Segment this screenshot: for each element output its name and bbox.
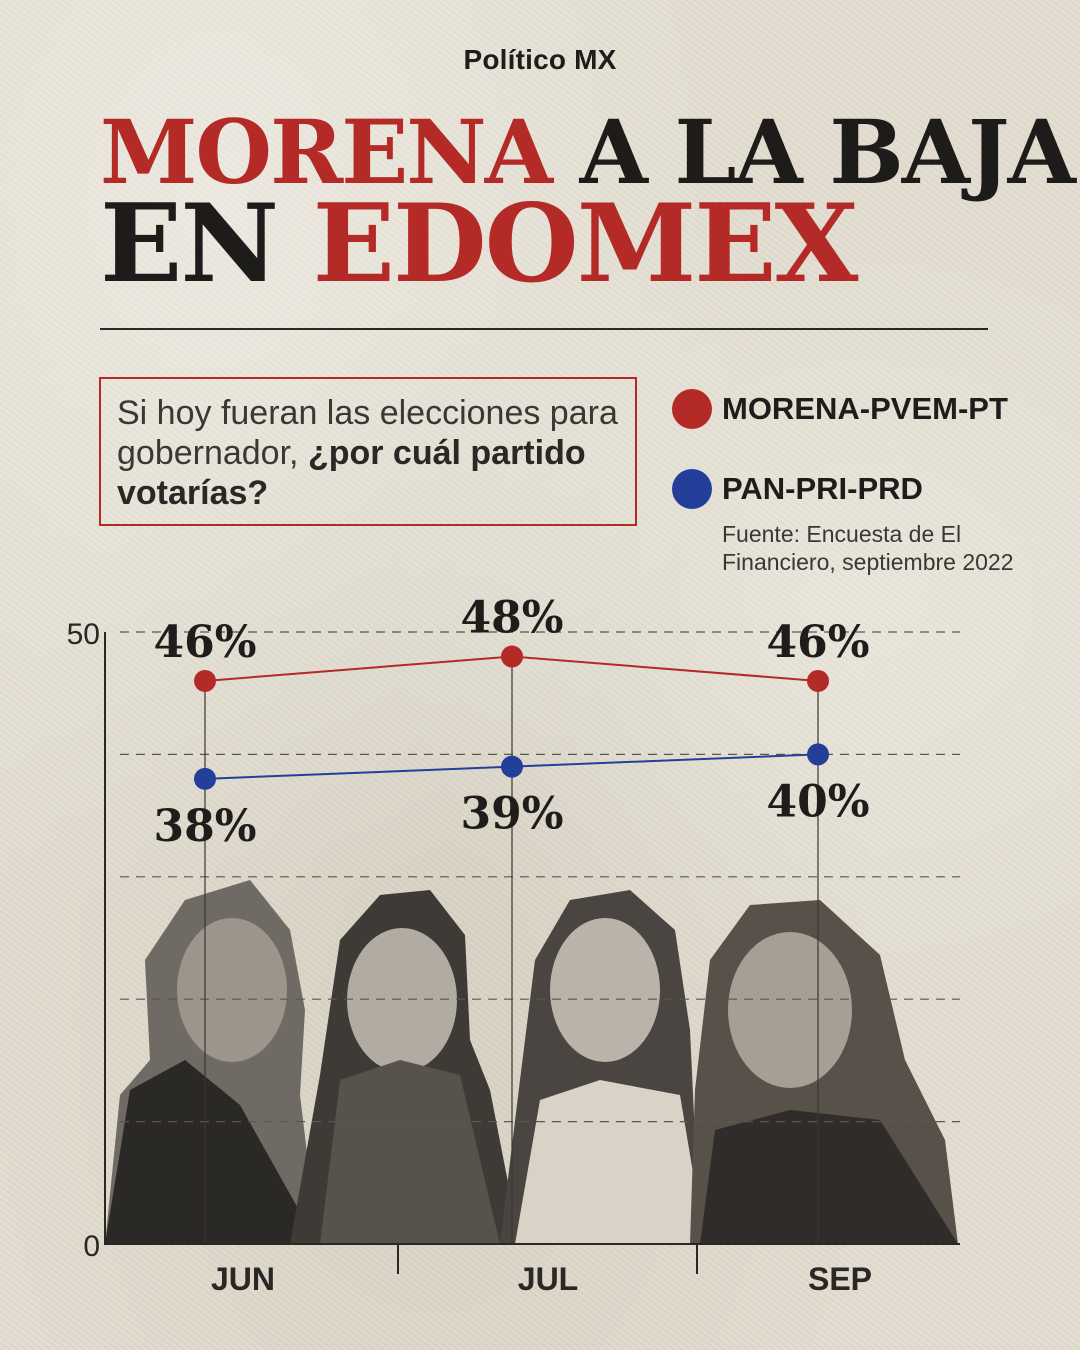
legend-label-pan: PAN-PRI-PRD <box>722 471 923 506</box>
x-tick-label-sep: SEP <box>808 1261 872 1297</box>
headline-divider <box>100 328 988 330</box>
data-label-pan-jul: 39% <box>460 789 563 840</box>
legend-label-morena: MORENA-PVEM-PT <box>722 391 1008 426</box>
headline-word-edomex: EDOMEX <box>312 181 859 307</box>
source-label: Fuente: <box>722 521 800 547</box>
headline-word-en: EN <box>100 181 279 307</box>
data-label-morena-sep: 46% <box>766 617 869 668</box>
survey-question-box: Si hoy fueran las elecciones para gobern… <box>99 377 637 526</box>
source-note: Fuente: Encuesta de El Financiero, septi… <box>722 520 1022 576</box>
headline-words-a-la-baja: A LA BAJA <box>579 100 1076 204</box>
source-text: Encuesta de El Financiero, septiembre 20… <box>722 521 1014 575</box>
data-label-pan-sep: 40% <box>766 776 869 827</box>
candidates-photo-collage <box>105 880 958 1244</box>
x-tick-label-jul: JUL <box>518 1261 578 1297</box>
data-label-morena-jun: 46% <box>153 617 256 668</box>
x-tick-label-jun: JUN <box>211 1261 275 1297</box>
legend-item-morena: MORENA-PVEM-PT <box>672 389 1008 429</box>
headline-line-2: EN EDOMEX <box>100 190 990 298</box>
survey-question-text: Si hoy fueran las elecciones para gobern… <box>117 394 618 472</box>
y-tick-label-min: 0 <box>83 1230 100 1263</box>
data-label-morena-jul: 48% <box>460 592 563 643</box>
data-point-morena-jun <box>194 669 216 692</box>
legend-dot-blue-icon <box>672 469 712 509</box>
data-point-morena-jul <box>501 645 523 668</box>
y-tick-label-max: 50 <box>67 618 100 651</box>
headline-word-morena: MORENA <box>100 100 553 204</box>
legend-item-pan: PAN-PRI-PRD <box>672 469 923 509</box>
data-label-pan-jun: 38% <box>153 801 256 852</box>
survey-question-bold: ¿por cuál partido votarías? <box>117 434 586 512</box>
data-point-pan-jul <box>501 755 523 778</box>
headline-line-1: MORENA A LA BAJA <box>100 108 1076 196</box>
data-point-pan-jun <box>194 767 216 790</box>
data-point-morena-sep <box>807 669 829 692</box>
legend-dot-red-icon <box>672 389 712 429</box>
data-point-pan-sep <box>807 743 829 766</box>
brand-name: Político MX <box>463 44 617 75</box>
